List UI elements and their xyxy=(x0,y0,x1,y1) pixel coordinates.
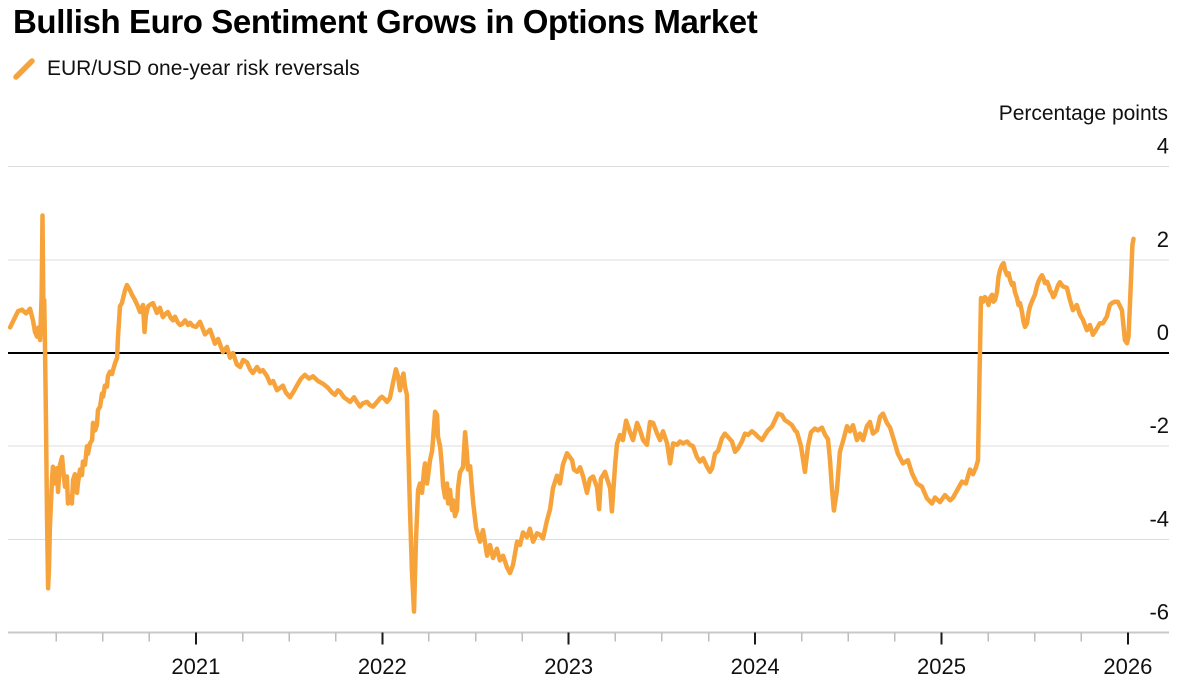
x-axis-label-2022: 2022 xyxy=(358,654,407,679)
x-axis-label-2025: 2025 xyxy=(917,654,966,679)
x-axis-label-2024: 2024 xyxy=(731,654,780,679)
orange-slash-icon xyxy=(13,58,35,80)
page-title: Bullish Euro Sentiment Grows in Options … xyxy=(13,3,758,40)
legend: EUR/USD one-year risk reversals xyxy=(12,57,360,81)
x-axis-label-2021: 2021 xyxy=(171,654,220,679)
x-axis-label-2023: 2023 xyxy=(544,654,593,679)
y-axis-label--6: -6 xyxy=(1149,600,1169,625)
y-axis-label--2: -2 xyxy=(1149,413,1169,438)
y-axis-label-0: 0 xyxy=(1157,320,1169,345)
legend-series-label: EUR/USD one-year risk reversals xyxy=(47,57,360,80)
x-axis-label-2026: 2026 xyxy=(1103,654,1152,679)
y-axis-label-2: 2 xyxy=(1157,227,1169,252)
y-axis-label-4: 4 xyxy=(1157,134,1169,159)
y-axis-label--4: -4 xyxy=(1149,506,1169,531)
series-line-eurusd-risk-reversals xyxy=(7,213,1136,614)
y-axis-title: Percentage points xyxy=(998,102,1168,125)
